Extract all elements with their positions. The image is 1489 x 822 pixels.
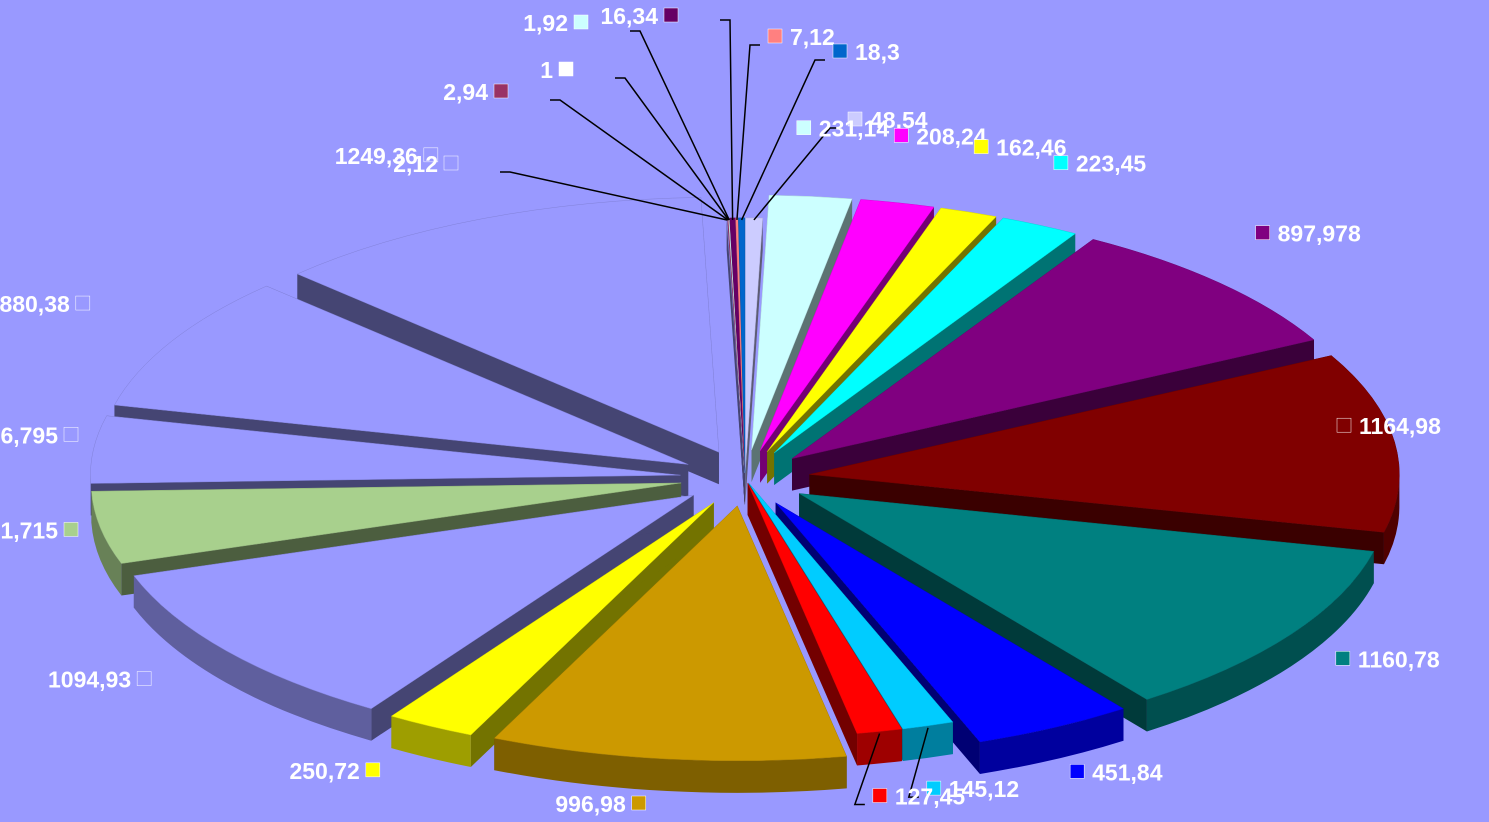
label-swatch-19 (493, 83, 509, 99)
data-label-8: 451,84 (1092, 759, 1163, 785)
data-label-19: 2,94 (443, 79, 488, 105)
pie-slice-2 (759, 199, 935, 451)
leader-line-20 (615, 77, 730, 221)
label-swatch-0 (847, 111, 863, 127)
label-swatch-12 (365, 762, 381, 778)
data-label-6: 1164,98 (1359, 413, 1441, 439)
leader-line-23 (736, 44, 760, 220)
slice-side-12-0 (391, 716, 471, 767)
label-swatch-24 (832, 43, 848, 59)
pie-slice-24 (738, 217, 746, 473)
pie-slice-16 (114, 285, 689, 465)
slice-side-6-0 (1383, 474, 1400, 565)
leader-line-21 (630, 30, 730, 221)
data-label-22: 16,34 (600, 3, 658, 29)
data-label-7: 1160,78 (1358, 646, 1440, 672)
label-swatch-20 (558, 61, 574, 77)
label-swatch-22 (663, 7, 679, 23)
data-label-14: 471,715 (0, 517, 58, 543)
data-label-16: 880,38 (0, 291, 70, 317)
slice-wall-10-1 (747, 482, 858, 766)
data-label-17: 1249,36 (335, 143, 418, 169)
label-swatch-8 (1069, 764, 1085, 779)
data-label-4: 223,45 (1076, 151, 1147, 177)
slice-side-14-0 (91, 491, 122, 596)
data-label-24: 18,3 (855, 39, 900, 65)
slice-side-9-0 (902, 722, 953, 761)
pie-slice-6 (809, 355, 1400, 533)
label-swatch-16 (75, 295, 91, 311)
pie-slice-1 (751, 194, 853, 451)
label-swatch-4 (1053, 155, 1069, 170)
data-label-20: 1 (540, 57, 553, 83)
leader-line-24 (740, 59, 825, 221)
leader-line-10 (853, 733, 881, 806)
pie-slice-3 (766, 207, 997, 452)
data-label-23: 7,12 (790, 24, 835, 50)
slice-side-8-0 (979, 708, 1124, 774)
leader-line-19 (550, 99, 729, 221)
pie-slice-17 (296, 197, 720, 453)
label-swatch-7 (1335, 651, 1351, 666)
pie-slice-7 (798, 493, 1375, 700)
data-label-15: 436,795 (0, 422, 58, 448)
label-swatch-10 (872, 788, 888, 803)
data-label-13: 1094,93 (48, 667, 131, 693)
label-swatch-18 (443, 155, 459, 171)
slice-side-10-0 (857, 729, 902, 766)
label-swatch-6 (1336, 417, 1352, 433)
pie-slice-4 (774, 217, 1076, 454)
pie-slice-13 (133, 494, 694, 709)
leader-line-9 (907, 727, 929, 798)
data-label-1: 231,14 (819, 116, 890, 142)
label-swatch-14 (63, 522, 79, 537)
slice-side-7-0 (1146, 551, 1374, 732)
data-label-12: 250,72 (289, 758, 359, 784)
pie-slice-15 (90, 415, 681, 484)
data-label-21: 1,92 (523, 10, 568, 36)
data-label-9: 145,12 (949, 776, 1019, 802)
leader-line-18 (500, 171, 728, 221)
label-swatch-3 (973, 139, 989, 154)
leader-line-0 (753, 127, 840, 221)
slice-wall-17-0 (297, 273, 719, 485)
pie-slice-14 (91, 482, 682, 564)
pie-slice-10 (747, 482, 903, 734)
slice-side-11-0 (494, 738, 847, 793)
slice-side-13-0 (133, 575, 372, 741)
label-swatch-23 (767, 28, 783, 44)
label-swatch-2 (894, 128, 909, 143)
pie-slice-8 (775, 502, 1125, 743)
label-swatch-21 (573, 14, 589, 30)
leader-line-22 (720, 19, 734, 220)
pie-slice-12 (390, 502, 714, 736)
data-label-10: 127,45 (895, 784, 966, 810)
label-swatch-11 (631, 795, 647, 811)
pie-slice-9 (748, 482, 954, 730)
label-swatch-17 (423, 147, 439, 163)
label-swatch-5 (1255, 225, 1270, 240)
label-swatch-15 (63, 427, 79, 442)
slice-wall-0-1 (745, 218, 763, 505)
data-label-18: 2,12 (393, 151, 438, 177)
pie-slice-5 (791, 239, 1315, 459)
pie-slice-11 (493, 505, 848, 762)
label-swatch-9 (926, 780, 942, 796)
label-swatch-13 (136, 671, 152, 686)
label-swatch-1 (796, 120, 812, 135)
data-label-11: 996,98 (555, 791, 626, 817)
data-label-5: 897,978 (1278, 221, 1361, 247)
